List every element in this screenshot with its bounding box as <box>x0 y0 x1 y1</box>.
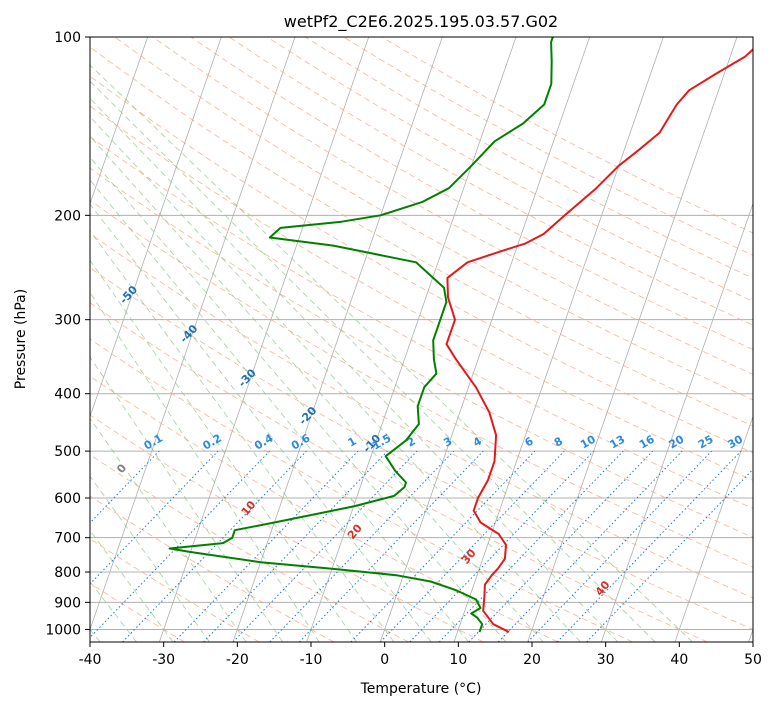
x-tick-label: -20 <box>226 652 249 668</box>
moist-adiabat-line <box>90 156 507 642</box>
y-tick-label: 900 <box>54 595 81 611</box>
x-tick-label: 40 <box>670 652 688 668</box>
background-lines <box>90 37 753 642</box>
mixing-ratio-line <box>269 450 455 642</box>
moist-adiabat-line <box>90 203 432 642</box>
y-tick-label: 300 <box>54 313 81 329</box>
moist-adiabat-line <box>90 581 137 642</box>
moist-adiabat-line <box>90 116 581 642</box>
moist-adiabat-line <box>90 291 320 642</box>
isotherm-line <box>90 37 222 418</box>
moist-adiabat-line <box>90 80 656 642</box>
dry-adiabat-line <box>266 37 753 302</box>
data-series <box>168 37 753 633</box>
mixing-ratio-line <box>90 450 219 585</box>
dry-adiabat-line <box>90 375 559 642</box>
dry-adiabat-line <box>114 37 753 401</box>
isotherm-line <box>90 37 149 205</box>
x-axis: -40 -30 -20 -10 0 10 20 30 40 50 <box>79 642 762 668</box>
x-tick-label: 50 <box>744 652 762 668</box>
mixing-ratio-line <box>468 450 654 642</box>
dry-adiabat-line <box>90 167 753 538</box>
dry-adiabat-line <box>152 37 753 375</box>
x-tick-label: -40 <box>79 652 102 668</box>
dry-adiabat-line <box>90 233 753 599</box>
x-tick-label: 0 <box>380 652 389 668</box>
mixing-ratio-line <box>122 450 307 642</box>
y-tick-label: 200 <box>54 208 81 224</box>
y-tick-label: 400 <box>54 387 81 403</box>
moist-adiabat-line <box>90 529 174 642</box>
moist-adiabat-line <box>90 179 469 642</box>
dewpoint-profile-line <box>168 37 554 633</box>
moist-adiabat-line <box>90 97 619 642</box>
dry-adiabat-line <box>90 199 753 568</box>
dry-adiabat-line <box>90 338 633 642</box>
isotherm-line <box>453 37 664 642</box>
y-axis: 100 200 300 400 500 600 700 800 900 1000 <box>45 30 90 638</box>
mixing-ratio-line <box>173 450 359 642</box>
mixing-ratio-line <box>409 450 595 642</box>
mixing-ratio-line <box>438 450 624 642</box>
dry-adiabat-line <box>90 46 753 427</box>
plot-frame <box>89 36 754 643</box>
dry-adiabat-line <box>90 105 753 481</box>
mixing-ratio-line <box>90 450 160 524</box>
x-tick-label: 20 <box>523 652 541 668</box>
dry-adiabat-line <box>90 267 753 630</box>
chart-title: wetPf2_C2E6.2025.195.03.57.G02 <box>284 12 558 32</box>
x-tick-label: -10 <box>300 652 323 668</box>
isotherm-line <box>527 37 738 642</box>
isotherm-line <box>158 37 370 642</box>
dry-adiabat-line <box>90 454 409 642</box>
moist-adiabat-line <box>90 230 395 642</box>
mixing-ratio-line <box>90 450 270 639</box>
mixing-ratio-line <box>586 468 753 642</box>
dry-adiabat-line <box>90 136 753 509</box>
y-tick-label: 800 <box>54 565 81 581</box>
dry-adiabat-line <box>228 37 753 326</box>
isotherm-line <box>600 202 753 642</box>
isotherm-line <box>90 37 296 631</box>
moist-adiabat-line <box>90 64 693 642</box>
mixing-ratio-line <box>203 450 388 642</box>
mixing-ratio-line <box>298 450 484 642</box>
y-tick-label: 500 <box>54 444 81 460</box>
mixing-ratio-line <box>527 450 712 642</box>
dry-adiabat-line <box>90 302 708 642</box>
y-tick-label: 100 <box>54 30 81 46</box>
mixing-ratio-line <box>497 450 683 642</box>
mixing-ratio-line <box>379 450 565 642</box>
moist-adiabat-line <box>90 475 210 642</box>
y-tick-label: 1000 <box>45 622 81 638</box>
y-tick-label: 600 <box>54 491 81 507</box>
mixing-ratio-line <box>232 450 418 642</box>
moist-adiabat-line <box>90 135 544 642</box>
dry-adiabat-line <box>90 414 484 642</box>
isotherm-line <box>379 37 591 642</box>
y-axis-title: Pressure (hPa) <box>13 289 29 389</box>
mixing-ratio-line <box>350 450 536 642</box>
isotherm-line <box>674 415 753 642</box>
moist-adiabat-line <box>90 417 247 642</box>
x-tick-label: 30 <box>597 652 615 668</box>
dry-adiabat-line <box>90 538 260 642</box>
y-tick-label: 700 <box>54 531 81 547</box>
temperature-profile-line <box>445 48 753 633</box>
x-tick-label: 10 <box>449 652 467 668</box>
x-axis-title: Temperature (°C) <box>360 681 482 697</box>
moist-adiabat-line <box>90 356 284 642</box>
moist-adiabat-line <box>90 259 357 642</box>
mixing-ratio-line <box>556 450 742 642</box>
isotherm-line <box>232 37 443 642</box>
x-tick-label: -30 <box>152 652 175 668</box>
dry-adiabat-line <box>90 582 185 642</box>
